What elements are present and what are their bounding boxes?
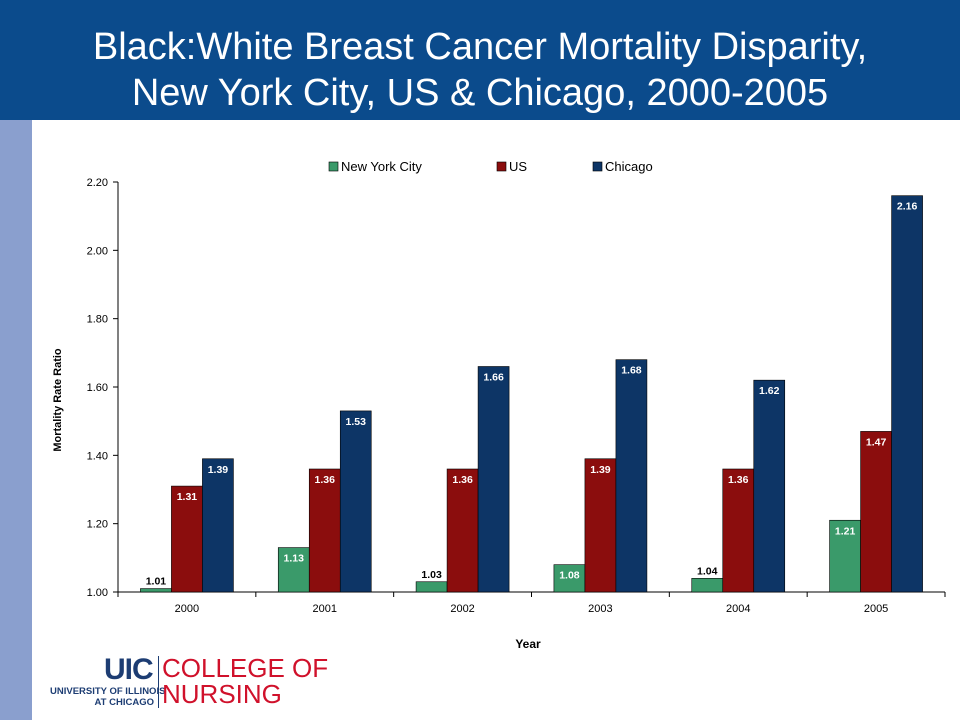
data-label: 1.62 [759,385,780,397]
uic-nursing-logo: UIC UNIVERSITY OF ILLINOIS AT CHICAGO CO… [50,653,328,714]
y-tick-label: 1.60 [87,382,108,394]
y-tick-label: 1.00 [87,587,108,599]
x-axis-title: Year [515,637,541,651]
uic-logo-mark: UIC [104,653,154,686]
data-label: 1.47 [866,436,887,448]
data-label: 1.08 [559,570,580,582]
data-label: 1.31 [177,491,198,503]
university-name: UNIVERSITY OF ILLINOIS AT CHICAGO [50,686,166,708]
bar-us [722,468,755,593]
bar-chicago [615,359,648,593]
bar-us [171,485,203,593]
y-tick-label: 2.20 [87,177,108,189]
x-tick-label: 2005 [864,603,888,615]
bar-chicago [477,366,510,593]
data-label: 1.39 [208,464,229,476]
side-accent-bar [0,120,32,720]
y-tick-label: 1.80 [87,314,108,326]
bar-new-york-city [415,581,448,593]
bar-chicago [891,195,923,593]
data-label: 1.66 [483,372,504,384]
college-line-2: NURSING [162,679,282,709]
data-label: 1.21 [835,525,856,537]
legend-swatch-new-york-city [328,161,339,172]
data-label: 1.03 [421,569,442,581]
logo-divider [158,656,159,708]
slide-header: Black:White Breast Cancer Mortality Disp… [0,0,960,120]
bar-us [584,458,617,593]
slide-title-line-1: Black:White Breast Cancer Mortality Disp… [92,26,868,68]
bar-new-york-city [140,588,172,593]
university-line-2: AT CHICAGO [94,697,154,708]
bar-us [308,468,341,593]
data-label: 1.39 [590,464,611,476]
data-label: 1.36 [452,474,473,486]
data-label: 1.53 [346,416,367,428]
legend-label: New York City [341,159,422,174]
y-axis-title: Mortality Rate Ratio [52,348,64,452]
data-label: 1.01 [146,576,167,588]
data-label: 1.04 [697,565,718,577]
college-name: COLLEGE OF NURSING [162,655,328,707]
x-tick-label: 2003 [588,603,612,615]
y-tick-label: 1.20 [87,519,108,531]
data-label: 1.68 [621,365,642,377]
bar-new-york-city [277,547,310,593]
y-tick-label: 2.00 [87,245,108,257]
university-line-1: UNIVERSITY OF ILLINOIS [50,686,166,697]
legend-swatch-chicago [592,161,603,172]
bar-chicago [202,458,234,593]
data-label: 2.16 [897,201,918,213]
bar-new-york-city [829,519,861,593]
data-label: 1.36 [315,474,336,486]
x-tick-label: 2002 [450,603,474,615]
bar-new-york-city [691,578,724,593]
slide-title-line-2: New York City, US & Chicago, 2000-2005 [131,72,829,114]
legend-swatch-us [496,161,507,172]
legend-label: Chicago [605,159,653,174]
college-line-1: COLLEGE OF [162,653,329,683]
bar-us [446,468,479,593]
x-tick-label: 2000 [175,603,199,615]
bar-chicago [753,379,786,593]
x-tick-label: 2004 [726,603,750,615]
y-tick-label: 1.40 [87,450,108,462]
data-label: 1.13 [284,553,305,565]
data-label: 1.36 [728,474,749,486]
legend-label: US [509,159,527,174]
bar-us [860,431,892,593]
bar-new-york-city [553,564,586,593]
bar-chicago [339,410,372,593]
x-tick-label: 2001 [313,603,337,615]
